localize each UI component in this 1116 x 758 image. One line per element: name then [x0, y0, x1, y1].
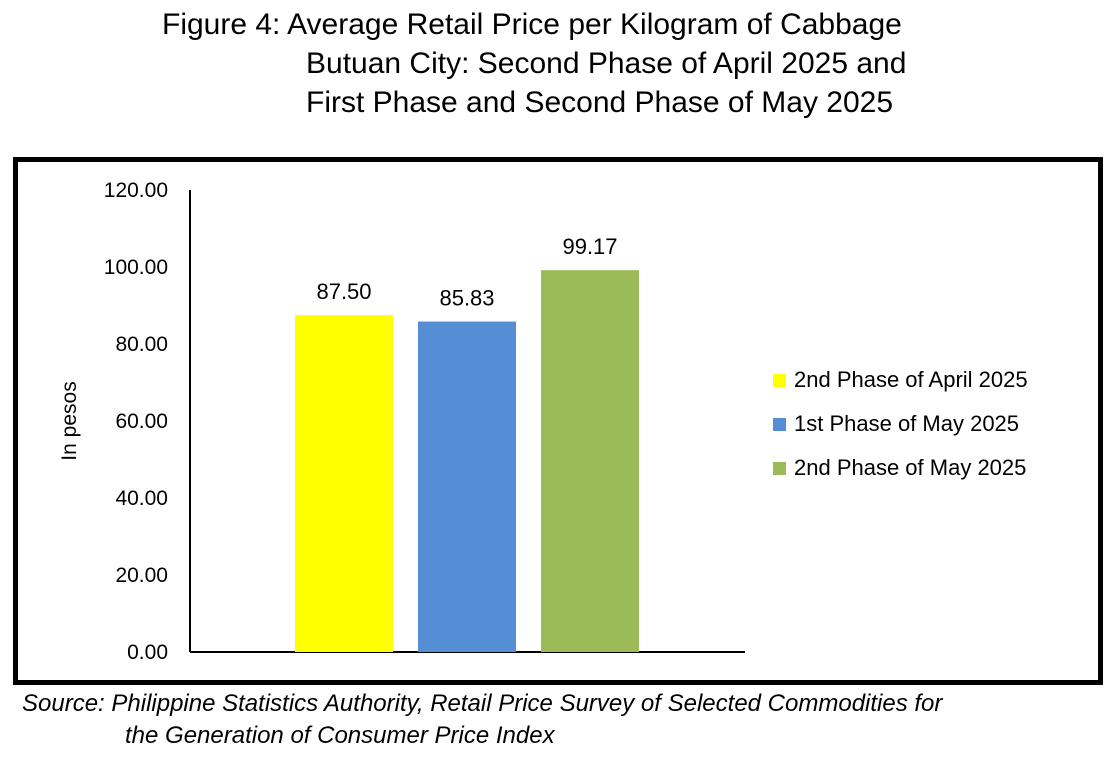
y-tick-label: 0.00 — [127, 641, 168, 664]
bar — [541, 270, 639, 652]
bar — [418, 321, 516, 652]
bar-chart: 0.00 20.00 40.00 60.00 80.00 100.00 120.00 In p… — [58, 179, 745, 664]
chart-legend: 2nd Phase of April 2025 1st Phase of May… — [773, 358, 1028, 490]
bar — [295, 315, 393, 652]
legend-label: 2nd Phase of April 2025 — [794, 367, 1028, 392]
y-axis-label: In pesos — [58, 381, 81, 460]
legend-label: 2nd Phase of May 2025 — [794, 455, 1027, 480]
legend-item: 2nd Phase of May 2025 — [773, 446, 1028, 490]
source-note-line-2: the Generation of Consumer Price Index — [125, 722, 555, 749]
y-tick-label: 100.00 — [104, 256, 168, 279]
data-label: 99.17 — [562, 234, 617, 259]
legend-swatch — [773, 417, 786, 431]
y-tick-label: 80.00 — [115, 333, 168, 356]
legend-item: 2nd Phase of April 2025 — [773, 358, 1028, 402]
legend-swatch — [773, 461, 786, 475]
data-label: 87.50 — [316, 279, 371, 304]
data-label: 85.83 — [439, 286, 494, 311]
chart-title-line-2: Butuan City: Second Phase of April 2025 … — [306, 47, 907, 80]
y-tick-label: 20.00 — [115, 564, 168, 587]
chart-frame — [13, 157, 1103, 685]
y-tick-label: 120.00 — [104, 179, 168, 202]
legend-swatch — [773, 373, 786, 387]
y-tick-label: 60.00 — [115, 410, 168, 433]
legend-label: 1st Phase of May 2025 — [794, 411, 1020, 436]
legend-item: 1st Phase of May 2025 — [773, 402, 1028, 446]
y-tick-label: 40.00 — [115, 487, 168, 510]
chart-title-line-1: Figure 4: Average Retail Price per Kilog… — [162, 8, 902, 41]
source-note-line-1: Source: Philippine Statistics Authority,… — [22, 690, 943, 717]
chart-title-line-3: First Phase and Second Phase of May 2025 — [306, 86, 894, 119]
